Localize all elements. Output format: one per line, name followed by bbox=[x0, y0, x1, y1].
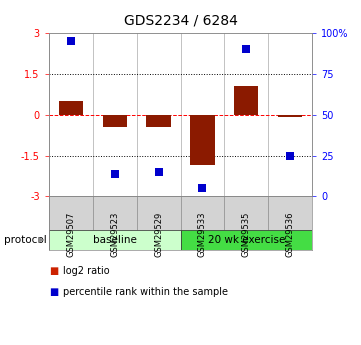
Text: GSM29507: GSM29507 bbox=[66, 212, 75, 257]
Bar bbox=[49, 196, 312, 230]
Bar bbox=[234, 86, 258, 115]
Bar bbox=[190, 115, 214, 165]
Text: GSM29529: GSM29529 bbox=[154, 212, 163, 257]
Bar bbox=[147, 115, 171, 127]
Point bbox=[287, 153, 293, 158]
Text: log2 ratio: log2 ratio bbox=[63, 266, 110, 276]
Text: protocol: protocol bbox=[4, 235, 46, 245]
Text: GDS2234 / 6284: GDS2234 / 6284 bbox=[123, 14, 238, 28]
Point bbox=[243, 46, 249, 52]
Bar bbox=[278, 115, 303, 117]
Text: GSM29533: GSM29533 bbox=[198, 212, 207, 257]
Point bbox=[200, 186, 205, 191]
Text: ■: ■ bbox=[49, 266, 58, 276]
Bar bbox=[49, 230, 180, 250]
Text: percentile rank within the sample: percentile rank within the sample bbox=[63, 287, 228, 296]
Text: ▶: ▶ bbox=[38, 235, 45, 244]
Point bbox=[112, 171, 118, 176]
Text: GSM29535: GSM29535 bbox=[242, 212, 251, 257]
Bar bbox=[180, 230, 312, 250]
Text: GSM29536: GSM29536 bbox=[286, 212, 295, 257]
Text: 20 wk exercise: 20 wk exercise bbox=[208, 235, 285, 245]
Text: ■: ■ bbox=[49, 287, 58, 296]
Bar bbox=[103, 115, 127, 127]
Point bbox=[156, 169, 161, 175]
Text: baseline: baseline bbox=[93, 235, 136, 245]
Point bbox=[68, 38, 74, 44]
Text: GSM29523: GSM29523 bbox=[110, 212, 119, 257]
Bar bbox=[58, 101, 83, 115]
